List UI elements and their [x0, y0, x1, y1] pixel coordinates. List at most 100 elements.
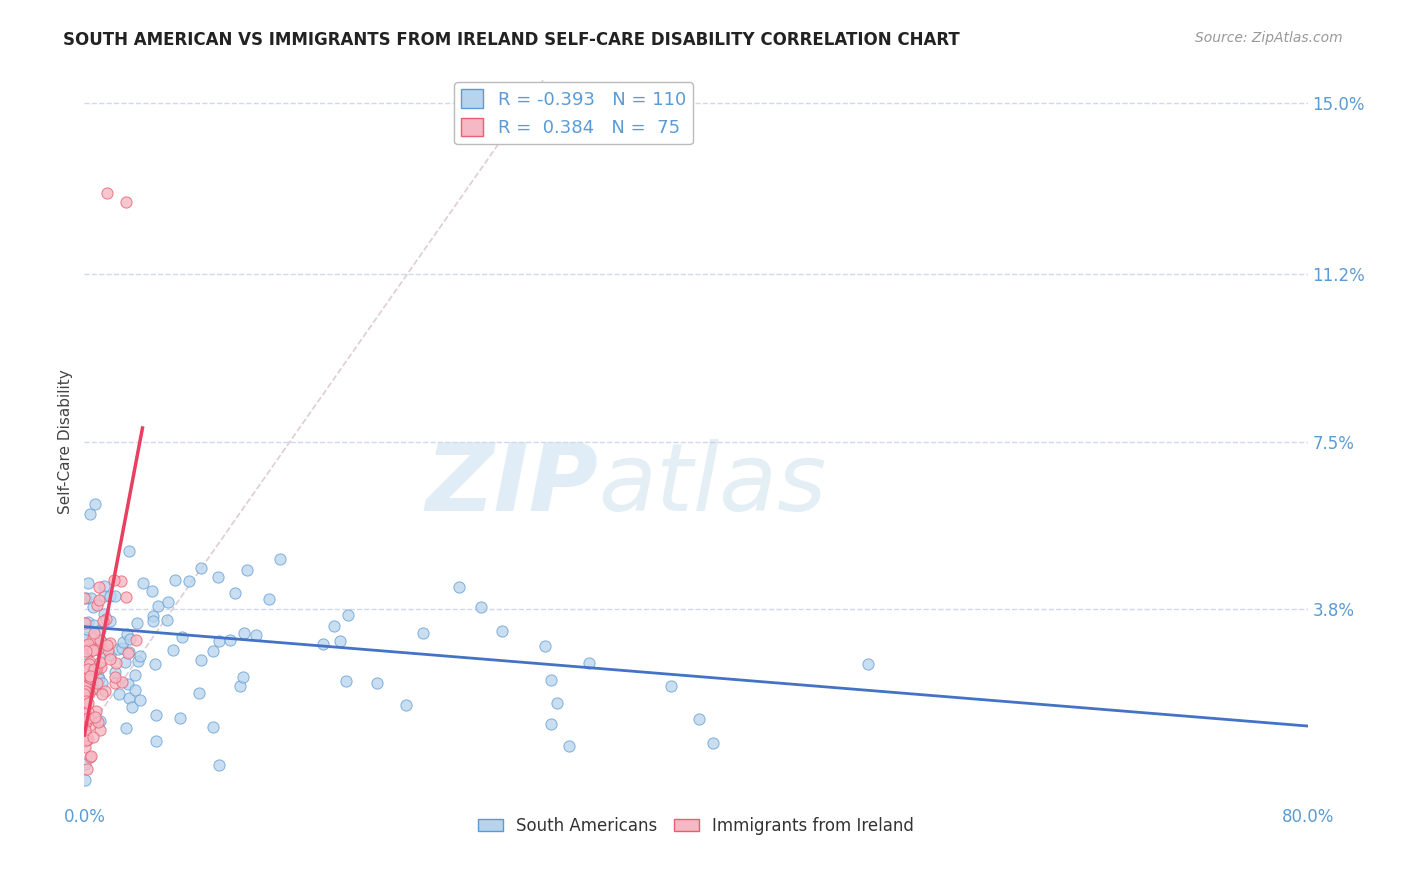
- Text: Source: ZipAtlas.com: Source: ZipAtlas.com: [1195, 31, 1343, 45]
- Point: [142, 609, 165, 624]
- Point: [87, 592, 110, 607]
- Text: atlas: atlas: [598, 440, 827, 531]
- Point: [533, 639, 555, 653]
- Point: [77, 615, 100, 629]
- Point: [114, 195, 136, 210]
- Point: [124, 683, 146, 698]
- Point: [82, 599, 104, 614]
- Point: [202, 720, 225, 734]
- Point: [312, 637, 335, 651]
- Point: [148, 599, 170, 613]
- Point: [73, 757, 96, 772]
- Point: [93, 579, 115, 593]
- Point: [76, 647, 98, 661]
- Point: [231, 669, 253, 683]
- Point: [188, 686, 211, 700]
- Point: [336, 607, 359, 622]
- Point: [77, 679, 100, 693]
- Point: [86, 675, 108, 690]
- Point: [73, 734, 96, 748]
- Legend: South Americans, Immigrants from Ireland: South Americans, Immigrants from Ireland: [471, 810, 921, 841]
- Point: [75, 644, 97, 658]
- Point: [142, 614, 165, 628]
- Point: [470, 600, 492, 615]
- Point: [127, 654, 149, 668]
- Point: [80, 749, 103, 764]
- Point: [114, 591, 136, 605]
- Point: [207, 634, 229, 648]
- Point: [86, 681, 108, 696]
- Point: [82, 730, 104, 744]
- Point: [162, 643, 184, 657]
- Point: [84, 704, 107, 718]
- Point: [115, 627, 138, 641]
- Point: [76, 591, 98, 606]
- Point: [118, 691, 141, 706]
- Point: [91, 687, 114, 701]
- Point: [87, 641, 110, 656]
- Point: [169, 711, 191, 725]
- Point: [90, 660, 112, 674]
- Point: [131, 576, 153, 591]
- Point: [76, 711, 98, 725]
- Point: [89, 714, 111, 728]
- Point: [93, 607, 115, 622]
- Point: [77, 642, 100, 657]
- Point: [75, 631, 97, 645]
- Point: [86, 661, 108, 675]
- Point: [82, 643, 104, 657]
- Point: [73, 693, 96, 707]
- Point: [79, 507, 101, 521]
- Point: [75, 739, 97, 754]
- Point: [73, 773, 96, 788]
- Point: [94, 612, 117, 626]
- Point: [96, 186, 118, 201]
- Point: [87, 669, 110, 683]
- Point: [90, 646, 112, 660]
- Point: [73, 712, 96, 726]
- Point: [207, 569, 229, 583]
- Point: [75, 715, 97, 730]
- Point: [93, 589, 115, 603]
- Point: [125, 615, 148, 630]
- Point: [104, 670, 127, 684]
- Point: [77, 657, 100, 672]
- Point: [702, 736, 724, 750]
- Point: [75, 616, 97, 631]
- Point: [491, 624, 513, 638]
- Point: [80, 666, 103, 681]
- Point: [98, 636, 121, 650]
- Point: [172, 631, 194, 645]
- Point: [143, 657, 166, 671]
- Point: [111, 674, 134, 689]
- Point: [105, 657, 128, 671]
- Point: [659, 680, 682, 694]
- Point: [79, 655, 101, 669]
- Point: [208, 758, 231, 772]
- Point: [91, 675, 114, 690]
- Point: [76, 622, 98, 636]
- Point: [76, 763, 98, 777]
- Point: [80, 681, 103, 696]
- Point: [98, 589, 121, 603]
- Point: [257, 592, 280, 607]
- Point: [103, 574, 125, 588]
- Text: ZIP: ZIP: [425, 439, 598, 531]
- Point: [77, 638, 100, 652]
- Point: [87, 714, 110, 729]
- Point: [269, 551, 291, 566]
- Point: [90, 634, 112, 648]
- Point: [546, 696, 568, 710]
- Point: [114, 722, 136, 736]
- Point: [75, 693, 97, 707]
- Point: [76, 706, 98, 720]
- Point: [107, 642, 129, 657]
- Point: [84, 662, 107, 676]
- Point: [145, 707, 167, 722]
- Point: [124, 668, 146, 682]
- Point: [156, 594, 179, 608]
- Point: [79, 671, 101, 685]
- Point: [89, 672, 111, 686]
- Point: [335, 673, 357, 688]
- Point: [117, 676, 139, 690]
